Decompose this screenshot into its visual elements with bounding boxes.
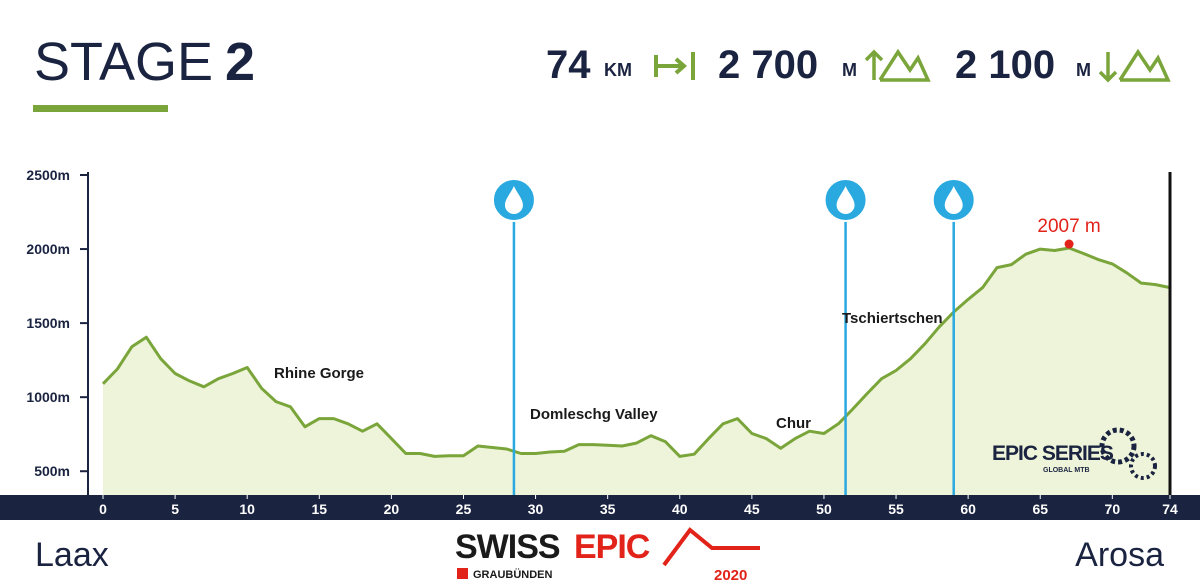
stat-unit: M — [1076, 60, 1091, 80]
x-tick-label: 10 — [239, 501, 255, 517]
x-tick-label: 60 — [960, 501, 976, 517]
water-drop — [504, 186, 523, 215]
series-logo-sub: GLOBAL MTB — [1043, 467, 1090, 474]
x-tick-label: 5 — [171, 501, 179, 517]
gear-icon — [1129, 452, 1157, 480]
x-tick-label: 55 — [888, 501, 904, 517]
logo-epic: EPIC — [574, 528, 650, 566]
plot: 500m 1000m 1500m 2000m 2500m 0 5 10 15 20 25 30 35 40… — [0, 167, 1200, 520]
x-tick-label: 70 — [1105, 501, 1121, 517]
x-tick-label: 65 — [1032, 501, 1048, 517]
distance-icon — [654, 52, 695, 80]
y-tick-label: 2000m — [26, 241, 70, 257]
x-tick-label: 15 — [311, 501, 327, 517]
peak-marker — [1064, 239, 1074, 249]
x-tick-label: 50 — [816, 501, 832, 517]
place-label: Rhine Gorge — [274, 365, 364, 382]
peak-label: 2007 m — [1037, 216, 1100, 237]
place-label: Tschiertschen — [842, 310, 943, 327]
title-underline — [33, 105, 168, 112]
x-tick-label: 35 — [600, 501, 616, 517]
x-tick-label: 20 — [384, 501, 400, 517]
place-label: Domleschg Valley — [530, 406, 658, 423]
stat-value: 74 — [546, 43, 591, 87]
descent-icon — [1098, 48, 1171, 83]
logo-swiss: SWISS — [455, 528, 560, 566]
x-tick-label: 40 — [672, 501, 688, 517]
stat-unit: KM — [604, 60, 632, 80]
water-drop — [944, 186, 963, 214]
stat-value: 2 100 — [955, 43, 1055, 87]
series-logo: EPIC SERIES GLOBAL MTB — [992, 427, 1157, 480]
water-drop — [836, 186, 855, 214]
y-tick-label: 2500m — [26, 167, 70, 183]
area-fill — [103, 248, 1170, 495]
stage-word: STAGE — [34, 32, 213, 92]
y-tick-label: 500m — [34, 463, 70, 479]
stat-value: 2 700 — [718, 43, 818, 87]
x-tick-label: 45 — [744, 501, 760, 517]
stat-unit: M — [842, 60, 857, 80]
x-tick-label: 74 — [1162, 501, 1178, 517]
stage-title: STAGE 2 — [34, 32, 255, 92]
logo-mark — [662, 527, 760, 567]
x-tick-label: 30 — [528, 501, 544, 517]
logo-year: 2020 — [714, 567, 747, 584]
x-tick-label: 25 — [456, 501, 472, 517]
stage-number: 2 — [225, 32, 255, 92]
finish-label: Arosa — [1075, 536, 1164, 574]
y-tick-label: 1000m — [26, 389, 70, 405]
y-tick-label: 1500m — [26, 315, 70, 331]
place-label: Chur — [776, 415, 811, 432]
swiss-flag — [457, 568, 468, 579]
event-logo: SWISS EPIC GRAUBÜNDEN 2020 — [455, 527, 760, 584]
series-logo-name: EPIC SERIES — [992, 442, 1114, 465]
elevation-line — [101, 246, 1171, 458]
start-label: Laax — [35, 536, 109, 574]
x-tick-label: 0 — [99, 501, 107, 517]
gear-icon — [1099, 427, 1137, 465]
logo-region: GRAUBÜNDEN — [473, 568, 553, 581]
ascent-icon — [864, 48, 931, 82]
x-axis-band — [0, 495, 1200, 520]
